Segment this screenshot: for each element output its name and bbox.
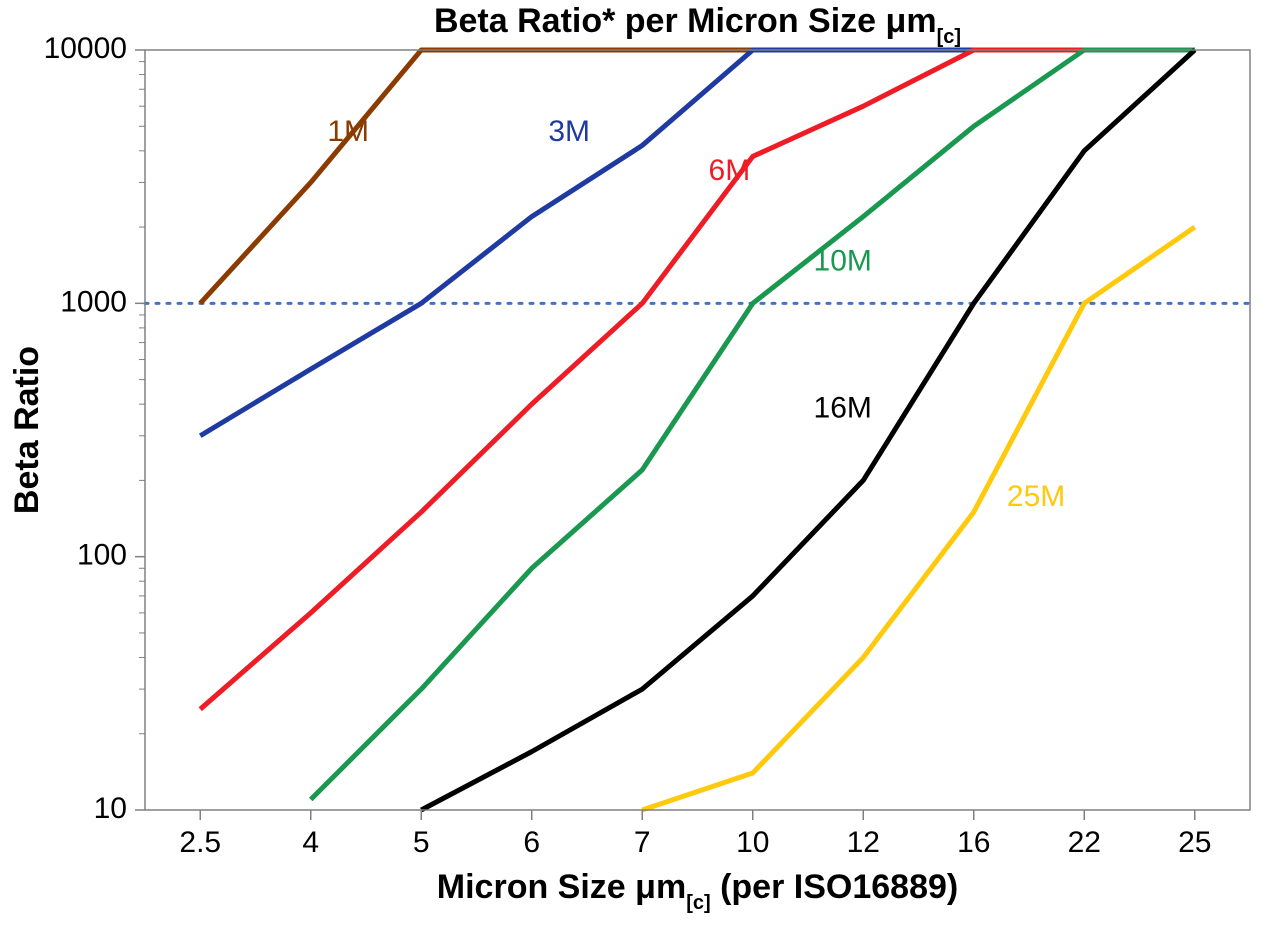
series-label-6M: 6M bbox=[709, 154, 751, 187]
series-label-10M: 10M bbox=[814, 244, 872, 277]
series-label-1M: 1M bbox=[327, 115, 369, 148]
series-label-25M: 25M bbox=[1007, 480, 1065, 513]
beta-ratio-chart: 1M 3M 6M 10M 16M 25M 2.5 4 5 6 7 10 12 16 22 25 10 100 100… bbox=[0, 0, 1271, 930]
y-tick-label: 10 bbox=[94, 792, 127, 825]
y-tick-label: 10000 bbox=[44, 32, 127, 65]
x-tick-label: 10 bbox=[736, 826, 769, 859]
y-tick-label: 1000 bbox=[60, 285, 127, 318]
y-axis-label: Beta Ratio bbox=[8, 346, 46, 514]
x-tick-label: 22 bbox=[1068, 826, 1101, 859]
x-tick-label: 12 bbox=[847, 826, 880, 859]
beta-ratio-chart-container: 1M 3M 6M 10M 16M 25M 2.5 4 5 6 7 10 12 16 22 25 10 100 100… bbox=[0, 0, 1271, 930]
x-tick-label: 2.5 bbox=[179, 826, 221, 859]
x-tick-label: 7 bbox=[634, 826, 651, 859]
x-tick-label: 16 bbox=[957, 826, 990, 859]
x-tick-label: 25 bbox=[1178, 826, 1211, 859]
x-tick-label: 6 bbox=[523, 826, 540, 859]
x-tick-label: 4 bbox=[302, 826, 319, 859]
y-tick-label: 100 bbox=[77, 539, 127, 572]
x-tick-label: 5 bbox=[413, 826, 430, 859]
series-label-16M: 16M bbox=[814, 392, 872, 425]
series-label-3M: 3M bbox=[548, 115, 590, 148]
